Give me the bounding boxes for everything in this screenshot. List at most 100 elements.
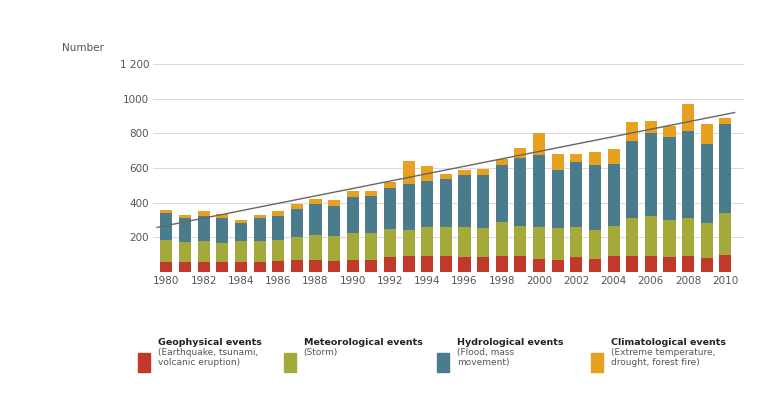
Bar: [459, 227, 471, 257]
Bar: [477, 169, 489, 175]
Bar: [607, 164, 620, 226]
Bar: [216, 218, 229, 242]
Bar: [477, 228, 489, 257]
Bar: [701, 124, 713, 144]
Bar: [626, 256, 638, 272]
Bar: [179, 242, 191, 262]
Bar: [291, 237, 303, 260]
Bar: [365, 196, 377, 233]
Bar: [384, 188, 396, 229]
Bar: [477, 257, 489, 272]
Bar: [719, 118, 732, 124]
Bar: [309, 204, 321, 235]
Bar: [309, 199, 321, 204]
Bar: [551, 260, 564, 272]
Bar: [272, 261, 285, 272]
Bar: [570, 257, 582, 272]
Bar: [291, 209, 303, 237]
Bar: [439, 256, 452, 272]
Text: (Flood, mass
movement): (Flood, mass movement): [457, 348, 514, 367]
Bar: [421, 256, 433, 272]
Bar: [589, 230, 601, 259]
Bar: [570, 162, 582, 227]
Bar: [160, 240, 173, 262]
Bar: [719, 255, 732, 272]
Bar: [328, 200, 341, 206]
Bar: [272, 240, 285, 261]
Bar: [421, 227, 433, 256]
Bar: [254, 241, 265, 262]
Bar: [645, 133, 657, 216]
Bar: [384, 229, 396, 257]
Bar: [365, 260, 377, 272]
Bar: [347, 192, 359, 197]
Text: Climatological events: Climatological events: [611, 338, 726, 347]
Bar: [328, 206, 341, 236]
Bar: [235, 224, 247, 241]
Bar: [533, 227, 545, 259]
Bar: [495, 222, 508, 256]
Bar: [682, 218, 694, 256]
Bar: [607, 149, 620, 164]
Bar: [179, 262, 191, 272]
Bar: [459, 257, 471, 272]
Bar: [477, 175, 489, 228]
Bar: [607, 226, 620, 256]
Bar: [160, 213, 173, 240]
Bar: [701, 144, 713, 222]
Bar: [589, 164, 601, 230]
Bar: [663, 257, 676, 272]
Bar: [607, 256, 620, 272]
Bar: [645, 256, 657, 272]
Bar: [495, 159, 508, 166]
Bar: [551, 170, 564, 228]
Bar: [663, 137, 676, 220]
Bar: [682, 104, 694, 131]
Bar: [495, 166, 508, 222]
Bar: [626, 218, 638, 256]
Bar: [551, 154, 564, 170]
Bar: [198, 211, 209, 216]
Bar: [347, 196, 359, 233]
Bar: [663, 126, 676, 137]
Bar: [459, 175, 471, 227]
Bar: [551, 228, 564, 260]
Bar: [626, 122, 638, 141]
Bar: [515, 148, 526, 158]
Bar: [365, 233, 377, 260]
Bar: [309, 260, 321, 272]
Bar: [291, 260, 303, 272]
Bar: [645, 121, 657, 133]
Bar: [421, 166, 433, 181]
Bar: [365, 190, 377, 196]
Bar: [570, 154, 582, 162]
Bar: [533, 155, 545, 227]
Bar: [216, 242, 229, 262]
Text: (Extreme temperature,
drought, forest fire): (Extreme temperature, drought, forest fi…: [611, 348, 715, 367]
Bar: [719, 213, 732, 255]
Bar: [589, 152, 601, 164]
Bar: [701, 222, 713, 258]
Bar: [328, 236, 341, 261]
Bar: [254, 215, 265, 218]
Bar: [347, 233, 359, 260]
Bar: [533, 133, 545, 155]
Bar: [589, 259, 601, 272]
Bar: [272, 216, 285, 240]
Bar: [421, 181, 433, 227]
Bar: [384, 182, 396, 188]
Bar: [439, 174, 452, 179]
Bar: [663, 220, 676, 257]
Bar: [403, 256, 415, 272]
Bar: [328, 261, 341, 272]
Bar: [403, 184, 415, 230]
Bar: [235, 241, 247, 262]
Bar: [160, 262, 173, 272]
Bar: [198, 216, 209, 241]
Bar: [198, 262, 209, 272]
Bar: [515, 256, 526, 272]
Bar: [272, 211, 285, 216]
Bar: [439, 179, 452, 227]
Bar: [384, 257, 396, 272]
Bar: [347, 260, 359, 272]
